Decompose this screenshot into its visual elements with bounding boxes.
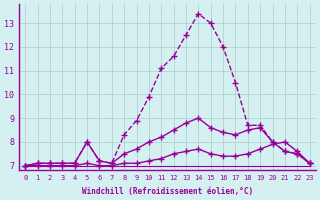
X-axis label: Windchill (Refroidissement éolien,°C): Windchill (Refroidissement éolien,°C) — [82, 187, 253, 196]
